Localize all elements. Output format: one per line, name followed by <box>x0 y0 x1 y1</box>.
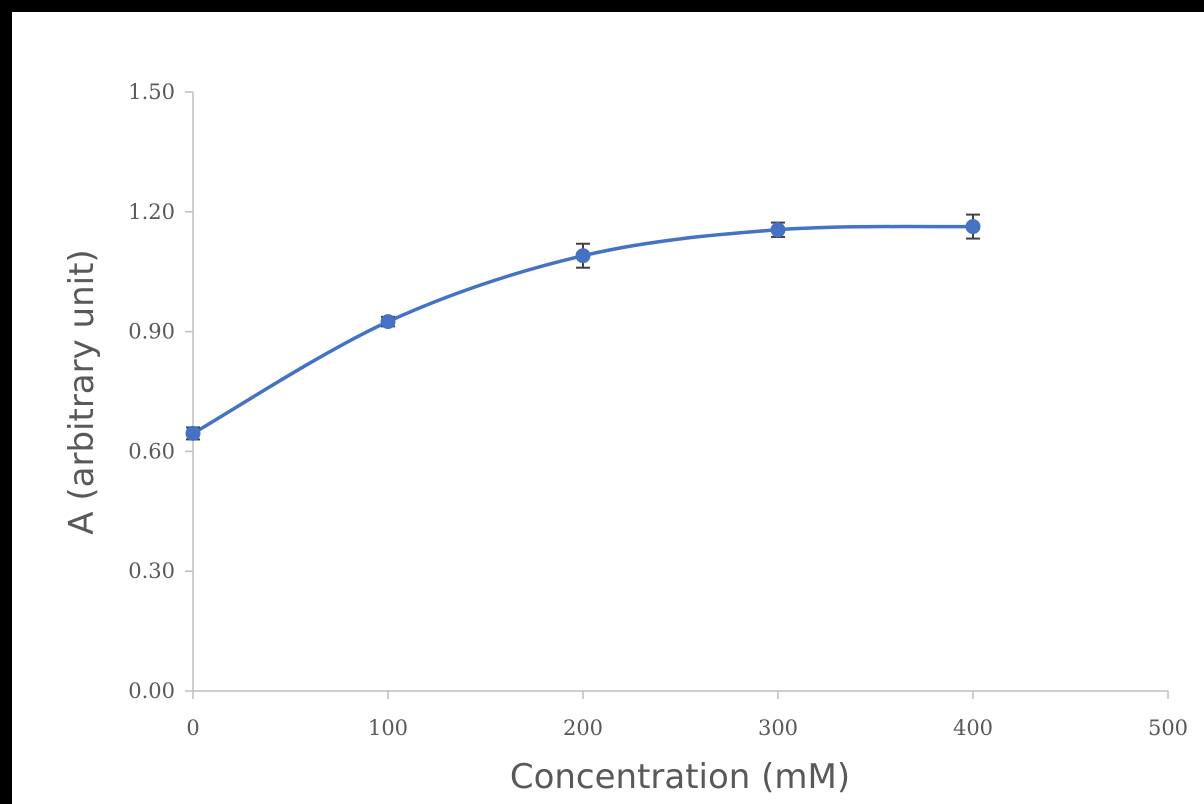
y-tick-label: 1.20 <box>128 200 175 224</box>
data-point <box>770 222 786 238</box>
y-tick-label: 0.30 <box>128 559 175 583</box>
axes <box>185 91 1169 699</box>
x-tick-label: 300 <box>758 716 798 740</box>
x-tick-label: 0 <box>186 716 199 740</box>
x-axis-title: Concentration (mM) <box>510 757 850 797</box>
data-point <box>575 248 591 264</box>
x-tick-label: 400 <box>953 716 993 740</box>
x-tick-label: 100 <box>368 716 408 740</box>
tick-labels: 0.00 0.30 0.60 0.90 1.20 1.50 0 100 200 300 400 500 <box>128 80 1188 740</box>
y-tick-label: 0.90 <box>128 320 175 344</box>
y-tick-label: 0.60 <box>128 439 175 463</box>
y-axis-title: A (arbitrary unit) <box>62 249 102 534</box>
plot-area <box>185 213 981 441</box>
x-tick-label: 200 <box>563 716 603 740</box>
y-tick-label: 0.00 <box>128 679 175 703</box>
data-point <box>185 425 201 441</box>
data-point <box>380 314 396 330</box>
y-tick-label: 1.50 <box>128 80 175 104</box>
x-tick-label: 500 <box>1148 716 1188 740</box>
data-point <box>965 219 981 235</box>
